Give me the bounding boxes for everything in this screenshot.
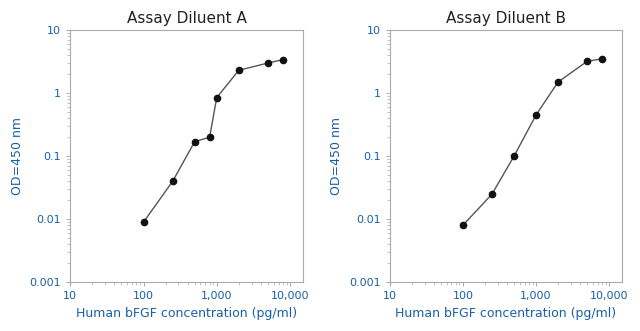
X-axis label: Human bFGF concentration (pg/ml): Human bFGF concentration (pg/ml)	[396, 307, 616, 320]
Title: Assay Diluent A: Assay Diluent A	[127, 11, 246, 26]
Y-axis label: OD=450 nm: OD=450 nm	[11, 117, 24, 195]
X-axis label: Human bFGF concentration (pg/ml): Human bFGF concentration (pg/ml)	[76, 307, 297, 320]
Y-axis label: OD=450 nm: OD=450 nm	[330, 117, 344, 195]
Title: Assay Diluent B: Assay Diluent B	[446, 11, 566, 26]
